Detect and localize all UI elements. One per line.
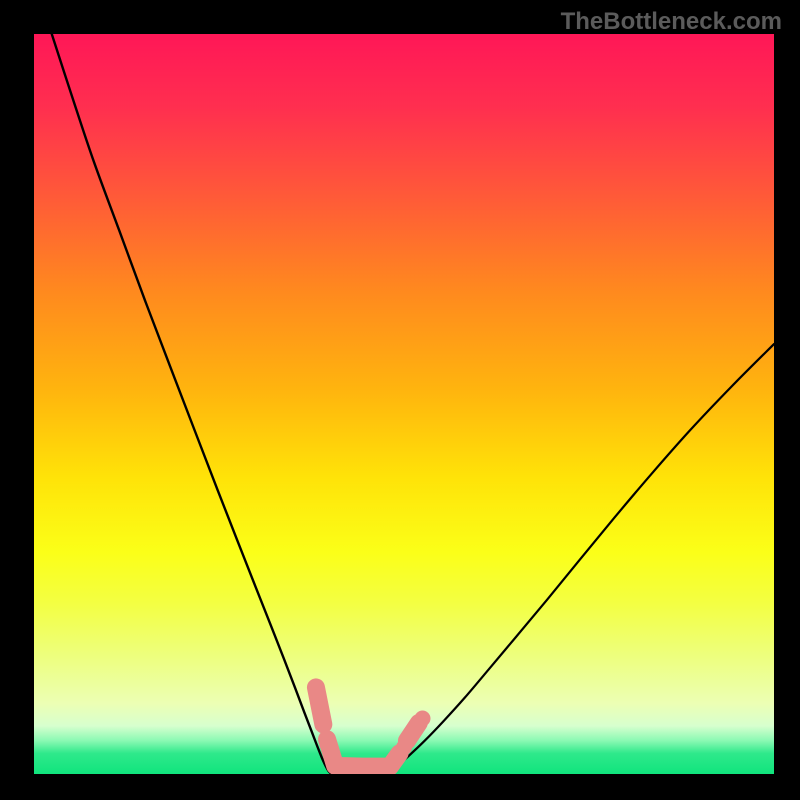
right-curve <box>383 344 774 774</box>
chart-frame: TheBottleneck.com <box>0 0 800 800</box>
chart-overlay <box>34 34 774 774</box>
left-curve <box>52 34 332 774</box>
plot-area <box>34 34 774 774</box>
curves <box>52 34 774 774</box>
watermark-text: TheBottleneck.com <box>561 8 782 36</box>
salmon-strip <box>316 687 431 766</box>
